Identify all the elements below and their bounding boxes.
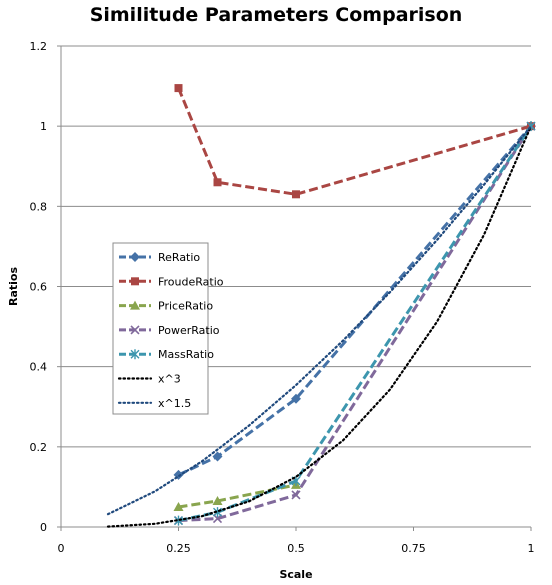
y-tick-label: 0.8 xyxy=(30,200,48,213)
x-axis-label: Scale xyxy=(279,568,312,581)
data-point xyxy=(213,178,222,187)
x-tick-label: 0.5 xyxy=(287,542,305,555)
data-point xyxy=(291,393,301,404)
y-tick-label: 1.2 xyxy=(30,40,48,53)
x-tick-label: 0 xyxy=(58,542,65,555)
series-frouderatio xyxy=(174,84,535,199)
series-line xyxy=(106,125,533,528)
legend-label: x^1.5 xyxy=(158,397,191,410)
x-tick-label: 0.75 xyxy=(401,542,426,555)
y-tick-label: 0.6 xyxy=(30,281,48,294)
legend-label: PriceRatio xyxy=(158,300,213,313)
series-reratio xyxy=(173,121,536,480)
y-tick-label: 0 xyxy=(40,521,47,534)
data-point xyxy=(130,349,140,360)
data-point xyxy=(130,325,140,335)
series-line xyxy=(106,125,533,516)
legend: ReRatio FroudeRatio PriceRatio PowerRatio Ma… xyxy=(112,242,224,415)
data-point xyxy=(291,490,301,500)
legend-label: ReRatio xyxy=(158,251,200,264)
x-tick-label: 0.25 xyxy=(166,542,191,555)
series-line xyxy=(178,125,533,523)
data-point xyxy=(292,190,300,199)
y-axis-label: Ratios xyxy=(7,267,20,306)
series-massratio xyxy=(174,121,536,526)
data-point xyxy=(130,300,140,310)
data-point xyxy=(212,514,223,524)
data-point xyxy=(212,451,223,462)
series-line xyxy=(177,125,533,477)
data-point xyxy=(130,252,140,262)
data-point xyxy=(173,501,184,511)
legend-label: FroudeRatio xyxy=(158,275,224,288)
x-tick-label: 1 xyxy=(528,542,535,555)
series-x-3 xyxy=(106,125,533,528)
data-point xyxy=(174,515,183,526)
y-tick-label: 0.4 xyxy=(30,361,48,374)
y-tick-label: 0.2 xyxy=(30,441,48,454)
y-tick-label: 1 xyxy=(40,120,47,133)
legend-label: MassRatio xyxy=(158,348,214,361)
data-point xyxy=(174,84,183,93)
chart-title: Similitude Parameters Comparison xyxy=(89,4,463,26)
legend-label: x^3 xyxy=(158,373,181,386)
data-point xyxy=(212,495,223,505)
data-point xyxy=(131,277,139,286)
legend-box xyxy=(112,242,209,415)
legend-label: PowerRatio xyxy=(158,324,220,337)
series-x-1-5 xyxy=(106,125,533,516)
series-line xyxy=(177,87,532,196)
